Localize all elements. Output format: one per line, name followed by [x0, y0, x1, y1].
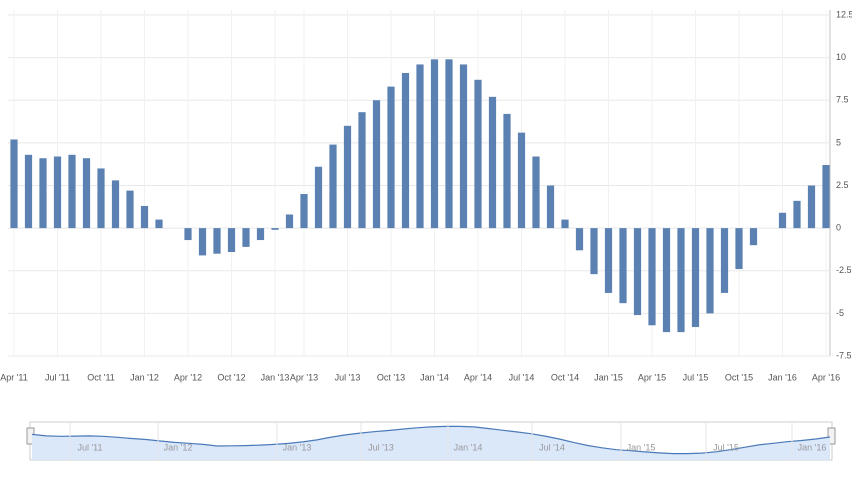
- bar: [126, 190, 134, 229]
- bar: [735, 228, 743, 270]
- bar: [387, 86, 395, 229]
- bar: [82, 158, 91, 229]
- y-tick-label: -7.5: [836, 350, 852, 360]
- bar: [242, 228, 250, 247]
- bar: [575, 228, 584, 251]
- bar: [430, 59, 439, 229]
- x-tick-label: Jan '14: [420, 372, 449, 382]
- bar: [691, 228, 700, 328]
- bar: [343, 125, 352, 229]
- bar: [285, 214, 294, 229]
- x-tick-label: Oct '14: [551, 372, 579, 382]
- bar: [198, 228, 207, 256]
- y-tick-label: 0: [836, 223, 841, 233]
- x-tick-label: Oct '11: [87, 372, 115, 382]
- bar: [619, 228, 627, 304]
- bar: [97, 168, 105, 229]
- x-tick-label: Jul '13: [335, 372, 361, 382]
- x-tick-label: Oct '15: [725, 372, 753, 382]
- navigator: Jul '11 Jan '12 Jan '13 Jul '13 Jan '14 Jul '…: [31, 422, 831, 460]
- bar: [778, 212, 787, 229]
- x-tick-label: Apr '12: [174, 372, 202, 382]
- bar: [358, 112, 366, 229]
- x-tick-label: Apr '15: [638, 372, 666, 382]
- navigator-label: Jul '13: [368, 442, 394, 452]
- bar: [749, 228, 758, 246]
- navigator-handle[interactable]: [827, 427, 836, 445]
- bar: [68, 154, 76, 229]
- bar: [488, 96, 497, 229]
- x-tick-label: Jul '15: [683, 372, 709, 382]
- y-tick-label: 12.5: [836, 9, 852, 19]
- bar: [793, 200, 801, 229]
- bar: [24, 154, 33, 229]
- y-tick-label: -5: [836, 308, 844, 318]
- bar: [184, 228, 192, 241]
- bar: [706, 228, 714, 314]
- bar: [111, 180, 120, 229]
- y-tick-label: 5: [836, 137, 841, 147]
- bar: [590, 228, 598, 275]
- bar: [155, 219, 163, 229]
- bar: [271, 228, 279, 230]
- x-tick-label: Jan '12: [130, 372, 159, 382]
- navigator-label: Jan '13: [283, 442, 312, 452]
- bar: [474, 79, 482, 229]
- x-tick-label: Jul '14: [509, 372, 535, 382]
- bar: [604, 228, 613, 293]
- bar: [372, 100, 381, 229]
- navigator-label: Jan '15: [627, 442, 656, 452]
- x-tick-label: Jan '13: [261, 372, 290, 382]
- bar: [720, 228, 729, 293]
- bar: [300, 194, 308, 229]
- x-tick-label: Oct '13: [377, 372, 405, 382]
- bar: [517, 132, 526, 229]
- bar: [807, 185, 816, 229]
- y-tick-label: -2.5: [836, 265, 852, 275]
- bar: [256, 228, 265, 241]
- bar: [561, 219, 569, 229]
- bar: [445, 59, 453, 229]
- bar: [227, 228, 236, 252]
- navigator-label: Jan '12: [164, 442, 193, 452]
- bar: [10, 139, 18, 229]
- navigator-label: Jul '14: [539, 442, 565, 452]
- bar: [140, 205, 149, 229]
- bar: [314, 166, 323, 229]
- bar: [329, 144, 337, 229]
- bar: [677, 228, 685, 333]
- navigator-area: [32, 426, 830, 460]
- bar: [503, 113, 511, 229]
- bar: [546, 185, 555, 229]
- bar: [53, 156, 62, 229]
- bar: [459, 64, 468, 229]
- x-tick-label: Apr '16: [812, 372, 840, 382]
- bar: [662, 228, 671, 333]
- bar: [416, 64, 424, 229]
- x-tick-label: Apr '13: [290, 372, 318, 382]
- bar: [39, 158, 47, 229]
- x-tick-label: Jul '11: [45, 372, 70, 382]
- bar: [822, 165, 830, 229]
- y-tick-label: 10: [836, 52, 846, 62]
- y-tick-label: 2.5: [836, 180, 849, 190]
- x-tick-label: Oct '12: [217, 372, 245, 382]
- navigator-label: Jul '11: [77, 442, 102, 452]
- bar: [532, 156, 540, 229]
- x-tick-label: Jan '16: [768, 372, 797, 382]
- x-tick-label: Apr '14: [464, 372, 492, 382]
- bar: [633, 228, 642, 316]
- navigator-label: Jul '15: [713, 442, 739, 452]
- bar: [648, 228, 656, 326]
- navigator-label: Jan '14: [454, 442, 483, 452]
- navigator-line: [31, 425, 831, 455]
- bar: [401, 72, 410, 229]
- navigator-label: Jan '16: [798, 442, 827, 452]
- bar: [213, 228, 221, 254]
- x-tick-label: Jan '15: [594, 372, 623, 382]
- y-tick-label: 7.5: [836, 95, 849, 105]
- x-tick-label: Apr '11: [0, 372, 28, 382]
